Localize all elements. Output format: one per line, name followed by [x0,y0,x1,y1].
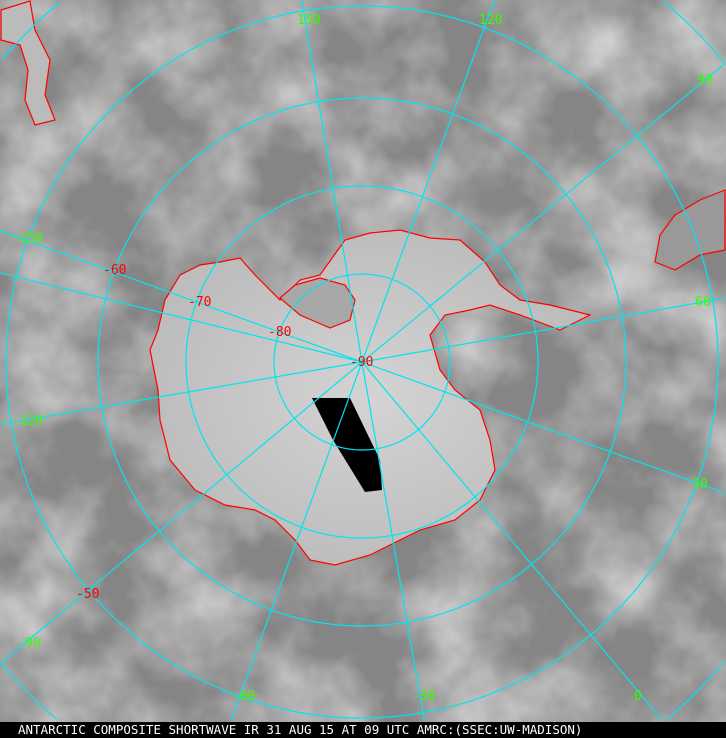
latitude-circle [97,97,627,627]
longitude-label: -60 [232,689,255,704]
latitude-circle [5,5,719,719]
meridian-line [0,230,363,363]
meridian-line [361,63,726,363]
longitude-label: 150 [297,13,320,28]
latitude-label: -70 [188,295,211,310]
image-caption: ANTARCTIC COMPOSITE SHORTWAVE IR 31 AUG … [0,722,726,738]
latitude-circle [663,1,726,64]
graticule-labels: 150 120 90 60 30 0 -30 -60 -90 -120 -150 -50 -60 -70 -… [12,13,713,704]
longitude-label: -90 [17,636,40,651]
australia-coast [654,189,726,271]
meridian-line [0,361,363,426]
longitude-label: 90 [697,73,713,88]
latitude-circle [1,1,61,61]
latitude-circle [666,660,726,720]
meridian-line [361,297,726,363]
meridian-line [0,361,363,665]
antarctica-coastline [149,229,592,566]
data-gap [312,398,382,492]
longitude-label: -30 [412,689,435,704]
latitude-label: -80 [268,325,291,340]
meridian-line [230,361,363,722]
latitude-circle [273,273,451,451]
meridian-line [301,0,363,363]
graticule [0,0,726,722]
meridian-line [361,361,425,722]
meridian-line [0,272,363,363]
latitude-circle [185,185,539,539]
longitude-label: -120 [12,414,43,429]
antarctic-peninsula-coast [279,277,356,329]
meridian-line [361,361,664,722]
meridian-line [361,0,495,363]
latitude-label: -50 [76,587,99,602]
longitude-label: 30 [692,477,708,492]
latitude-label: -60 [103,263,126,278]
latitude-circle [1,663,58,720]
meridian-line [361,361,726,494]
latitude-label: -90 [350,355,373,370]
longitude-label: 120 [479,13,502,28]
longitude-label: 0 [634,689,642,704]
longitude-label: 60 [695,295,711,310]
longitude-label: -150 [12,231,43,246]
